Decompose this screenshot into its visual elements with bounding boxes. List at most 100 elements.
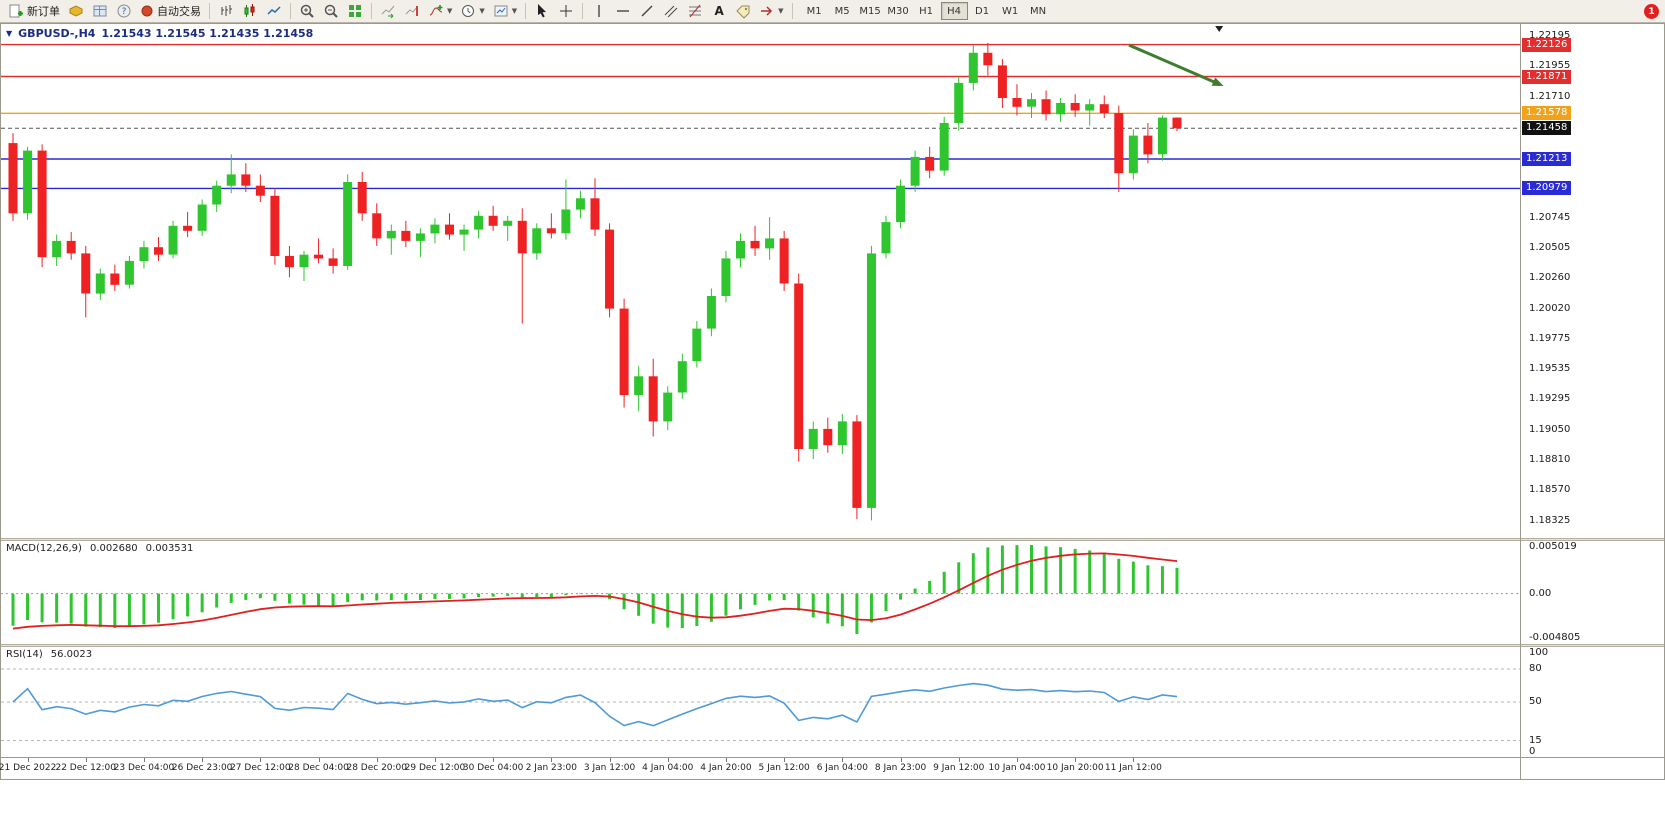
candle-body <box>212 185 222 205</box>
candle-body <box>81 253 91 294</box>
timeframe-H4[interactable]: H4 <box>940 2 968 20</box>
macd-main-value: 0.002680 <box>89 543 138 554</box>
toolbar-separator <box>791 3 793 19</box>
timeframe-D1[interactable]: D1 <box>975 5 990 17</box>
rsi-axis[interactable]: 100 80 50 15 0 <box>1522 647 1664 757</box>
fibonacci-tool[interactable] <box>683 1 707 21</box>
vertical-line-tool[interactable] <box>587 1 611 21</box>
timeframe-M1[interactable]: M1 <box>806 5 822 17</box>
candle-body <box>866 253 876 508</box>
svg-text:?: ? <box>122 7 127 17</box>
tile-windows-button[interactable] <box>343 1 367 21</box>
candle-body <box>808 428 818 449</box>
chart-shift-marker[interactable] <box>1215 26 1224 32</box>
chart-collapse-triangle[interactable]: ▼ <box>6 29 13 38</box>
bar-chart-button[interactable] <box>214 1 238 21</box>
chart-shift-button[interactable] <box>400 1 424 21</box>
candle-body <box>517 220 527 254</box>
panel-divider[interactable] <box>1 644 1664 647</box>
trendline-tool[interactable] <box>635 1 659 21</box>
candle-body <box>837 421 847 446</box>
horizontal-line-tool[interactable] <box>611 1 635 21</box>
help-button[interactable]: ? <box>112 1 136 21</box>
panel-divider[interactable] <box>1 538 1664 541</box>
timeframe-H1[interactable]: H1 <box>919 5 933 17</box>
channel-tool[interactable] <box>659 1 683 21</box>
macd-header: MACD(12,26,9) 0.002680 0.003531 <box>6 543 193 554</box>
candlestick-chart-button[interactable] <box>238 1 262 21</box>
macd-canvas[interactable] <box>1 541 1520 644</box>
candle-body <box>1172 117 1182 129</box>
auto-trading-button[interactable]: 自动交易 <box>136 1 205 21</box>
navigator-button[interactable] <box>88 1 112 21</box>
timeframe-M15[interactable]: M15 <box>859 5 881 17</box>
rsi-axis-label: 50 <box>1529 696 1542 707</box>
candle-body <box>1070 103 1080 111</box>
rsi-axis-label: 100 <box>1529 647 1549 658</box>
time-axis[interactable]: 21 Dec 2022 22 Dec 12:00 23 Dec 04:00 26 De… <box>0 758 1664 779</box>
rsi-canvas[interactable] <box>1 647 1520 757</box>
line-chart-button[interactable] <box>262 1 286 21</box>
indicators-button[interactable]: ▼ <box>424 1 456 21</box>
candle-body <box>575 198 585 210</box>
trend-arrow-annotation[interactable] <box>1128 43 1217 85</box>
timeframe-M30[interactable]: M30 <box>887 5 909 17</box>
time-label: 28 Dec 20:00 <box>346 763 408 773</box>
timeframe-W1[interactable]: W1 <box>1001 5 1019 17</box>
macd-panel[interactable]: MACD(12,26,9) 0.002680 0.003531 0.005019… <box>1 541 1664 644</box>
zoom-out-button[interactable] <box>319 1 343 21</box>
candle-body <box>736 240 745 259</box>
time-label: 29 Dec 12:00 <box>404 763 466 773</box>
crosshair-button[interactable] <box>554 1 578 21</box>
candle-body <box>357 182 367 214</box>
new-order-button[interactable]: 新订单 <box>4 1 64 21</box>
macd-histogram <box>11 545 1179 634</box>
auto-scroll-button[interactable] <box>376 1 400 21</box>
main-chart-canvas[interactable] <box>1 24 1520 538</box>
timeframe-M5[interactable]: M5 <box>834 5 850 17</box>
candle-body <box>1085 104 1095 111</box>
level-price-box: 1.22126 <box>1522 37 1572 52</box>
price-axis[interactable]: 1.22195 1.21955 1.21710 1.20745 1.20505 1.202… <box>1522 24 1664 538</box>
macd-signal-line <box>12 552 1178 630</box>
macd-axis[interactable]: 0.005019 0.00 -0.004805 <box>1522 541 1664 644</box>
new-order-icon <box>9 4 23 18</box>
price-tick: 1.20260 <box>1529 272 1571 284</box>
main-chart-panel[interactable]: ▼ GBPUSD-,H4 1.21543 1.21545 1.21435 1.2… <box>1 24 1664 538</box>
candle-body <box>197 204 207 231</box>
time-tick <box>1075 758 1077 762</box>
channel-icon <box>664 5 678 18</box>
candle-body <box>1128 135 1138 174</box>
candle-body <box>415 233 425 241</box>
candle-body <box>881 222 891 254</box>
text-tool[interactable]: A <box>707 1 731 21</box>
label-tool[interactable] <box>731 1 755 21</box>
chart-shift-icon <box>405 6 418 16</box>
candle-body <box>1114 113 1124 174</box>
arrows-tool[interactable]: ▼ <box>755 1 787 21</box>
metaeditor-button[interactable] <box>64 1 88 21</box>
time-tick <box>376 758 378 762</box>
candle-body <box>430 224 440 234</box>
time-label: 5 Jan 12:00 <box>758 763 810 773</box>
zoom-in-button[interactable] <box>295 1 319 21</box>
periods-button[interactable]: ▼ <box>456 1 488 21</box>
time-tick <box>260 758 262 762</box>
candle-body <box>706 296 716 329</box>
time-tick <box>900 758 902 762</box>
chart-symbol-label: GBPUSD-,H4 <box>18 27 96 40</box>
rsi-header: RSI(14) 56.0023 <box>6 649 92 660</box>
candle-body <box>226 174 236 186</box>
candle-body <box>8 143 18 214</box>
timeframe-MN[interactable]: MN <box>1030 5 1047 17</box>
templates-button[interactable]: ▼ <box>489 1 521 21</box>
rsi-axis-label: 15 <box>1529 734 1542 746</box>
time-tick <box>143 758 145 762</box>
cursor-button[interactable] <box>530 1 554 21</box>
time-axis-border <box>1 757 1664 758</box>
notification-badge[interactable]: 1 <box>1644 4 1659 19</box>
candle-body <box>925 156 935 171</box>
rsi-panel[interactable]: RSI(14) 56.0023 100 80 50 15 0 <box>1 647 1664 757</box>
toolbar-separator <box>290 3 291 19</box>
